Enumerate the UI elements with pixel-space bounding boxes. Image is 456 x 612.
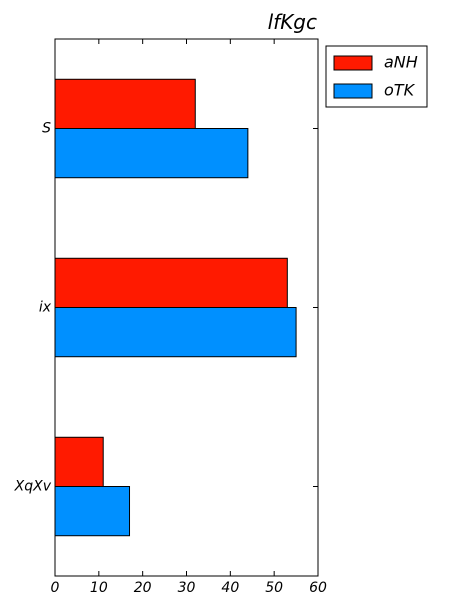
chart-title: lfKgc: [268, 10, 317, 34]
legend-swatch-aNH: [333, 55, 373, 71]
x-tick-label-40: 40: [221, 580, 239, 596]
bar-aNH-ix: [54, 257, 288, 308]
x-tick-label-20: 20: [134, 580, 152, 596]
x-tick-label-60: 60: [309, 580, 327, 596]
bar-oTK-S: [54, 128, 249, 179]
legend-label-aNH: aNH: [384, 53, 418, 72]
y-tick-label-XqXv: XqXv: [14, 479, 52, 495]
x-tick-label-30: 30: [178, 580, 196, 596]
bar-aNH-S: [54, 78, 196, 129]
y-tick-label-ix: ix: [39, 300, 52, 316]
x-tick-label-0: 0: [51, 580, 60, 596]
x-tick-label-50: 50: [265, 580, 283, 596]
bar-aNH-XqXv: [54, 436, 104, 487]
bars-layer: [54, 78, 297, 537]
y-tick-label-S: S: [42, 121, 51, 137]
legend-label-oTK: oTK: [384, 81, 416, 100]
bar-oTK-XqXv: [54, 486, 131, 537]
x-tick-label-10: 10: [90, 580, 108, 596]
bar-oTK-ix: [54, 307, 297, 358]
axis-layer: Six XqXv 0 10 20 30 40 50 60: [14, 39, 327, 596]
legend-swatch-oTK: [333, 83, 373, 99]
legend: aNH oTK: [325, 45, 428, 108]
